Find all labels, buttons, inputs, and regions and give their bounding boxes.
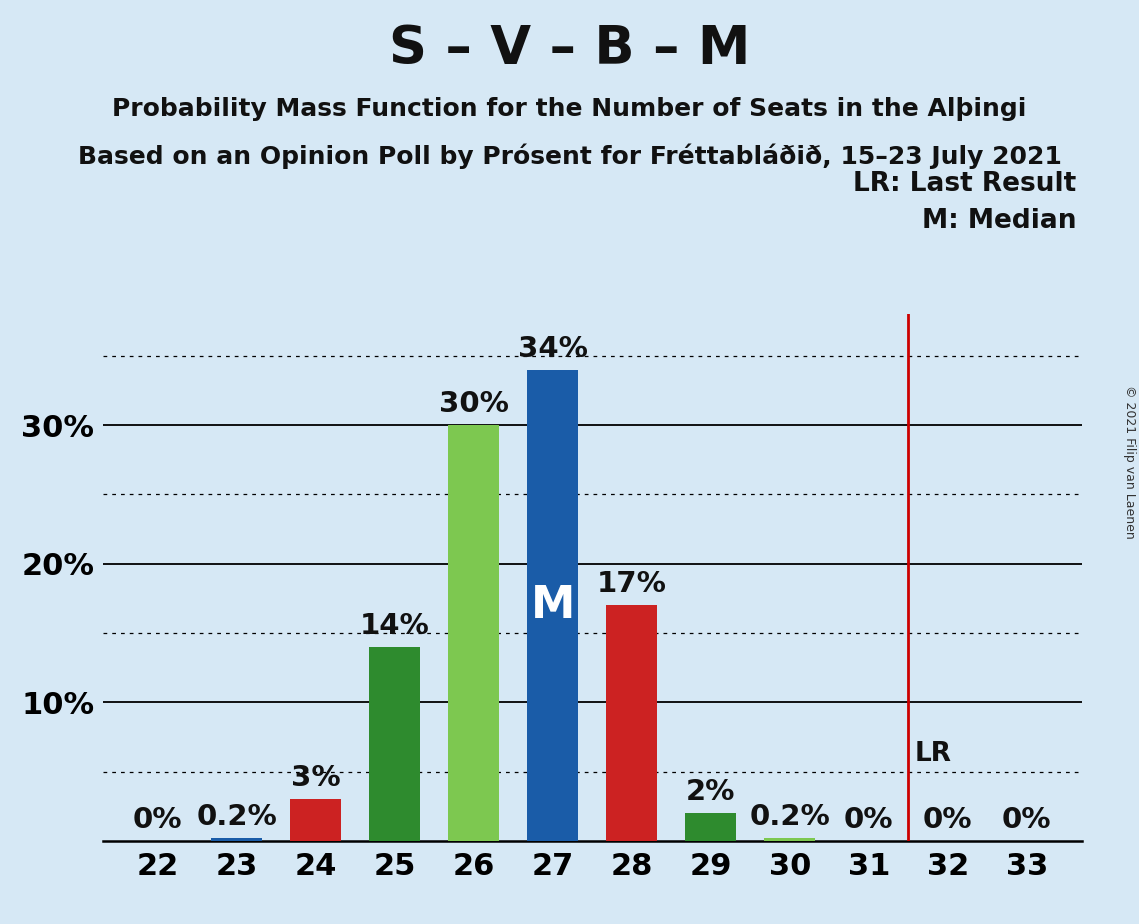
Text: 0%: 0% [923,806,973,833]
Text: 0%: 0% [844,806,893,833]
Text: Probability Mass Function for the Number of Seats in the Alþingi: Probability Mass Function for the Number… [113,97,1026,121]
Text: LR: Last Result: LR: Last Result [853,171,1076,197]
Bar [448,425,500,841]
Text: 2%: 2% [686,778,736,806]
Text: 3%: 3% [290,764,341,793]
Text: M: M [531,584,575,626]
Bar [764,838,816,841]
Text: 0%: 0% [1002,806,1051,833]
Bar [290,799,342,841]
Bar [369,647,420,841]
Text: 17%: 17% [597,570,666,599]
Text: 14%: 14% [360,612,429,639]
Text: 30%: 30% [439,390,509,419]
Bar [211,838,262,841]
Text: 0.2%: 0.2% [196,803,277,832]
Text: 34%: 34% [518,334,588,363]
Text: S – V – B – M: S – V – B – M [388,23,751,75]
Bar [527,370,579,841]
Text: M: Median: M: Median [921,208,1076,234]
Bar [685,813,737,841]
Text: Based on an Opinion Poll by Prósent for Fréttabláðið, 15–23 July 2021: Based on an Opinion Poll by Prósent for … [77,143,1062,169]
Text: 0.2%: 0.2% [749,803,830,832]
Bar [606,605,657,841]
Text: LR: LR [915,741,951,767]
Text: 0%: 0% [133,806,182,833]
Text: © 2021 Filip van Laenen: © 2021 Filip van Laenen [1123,385,1137,539]
